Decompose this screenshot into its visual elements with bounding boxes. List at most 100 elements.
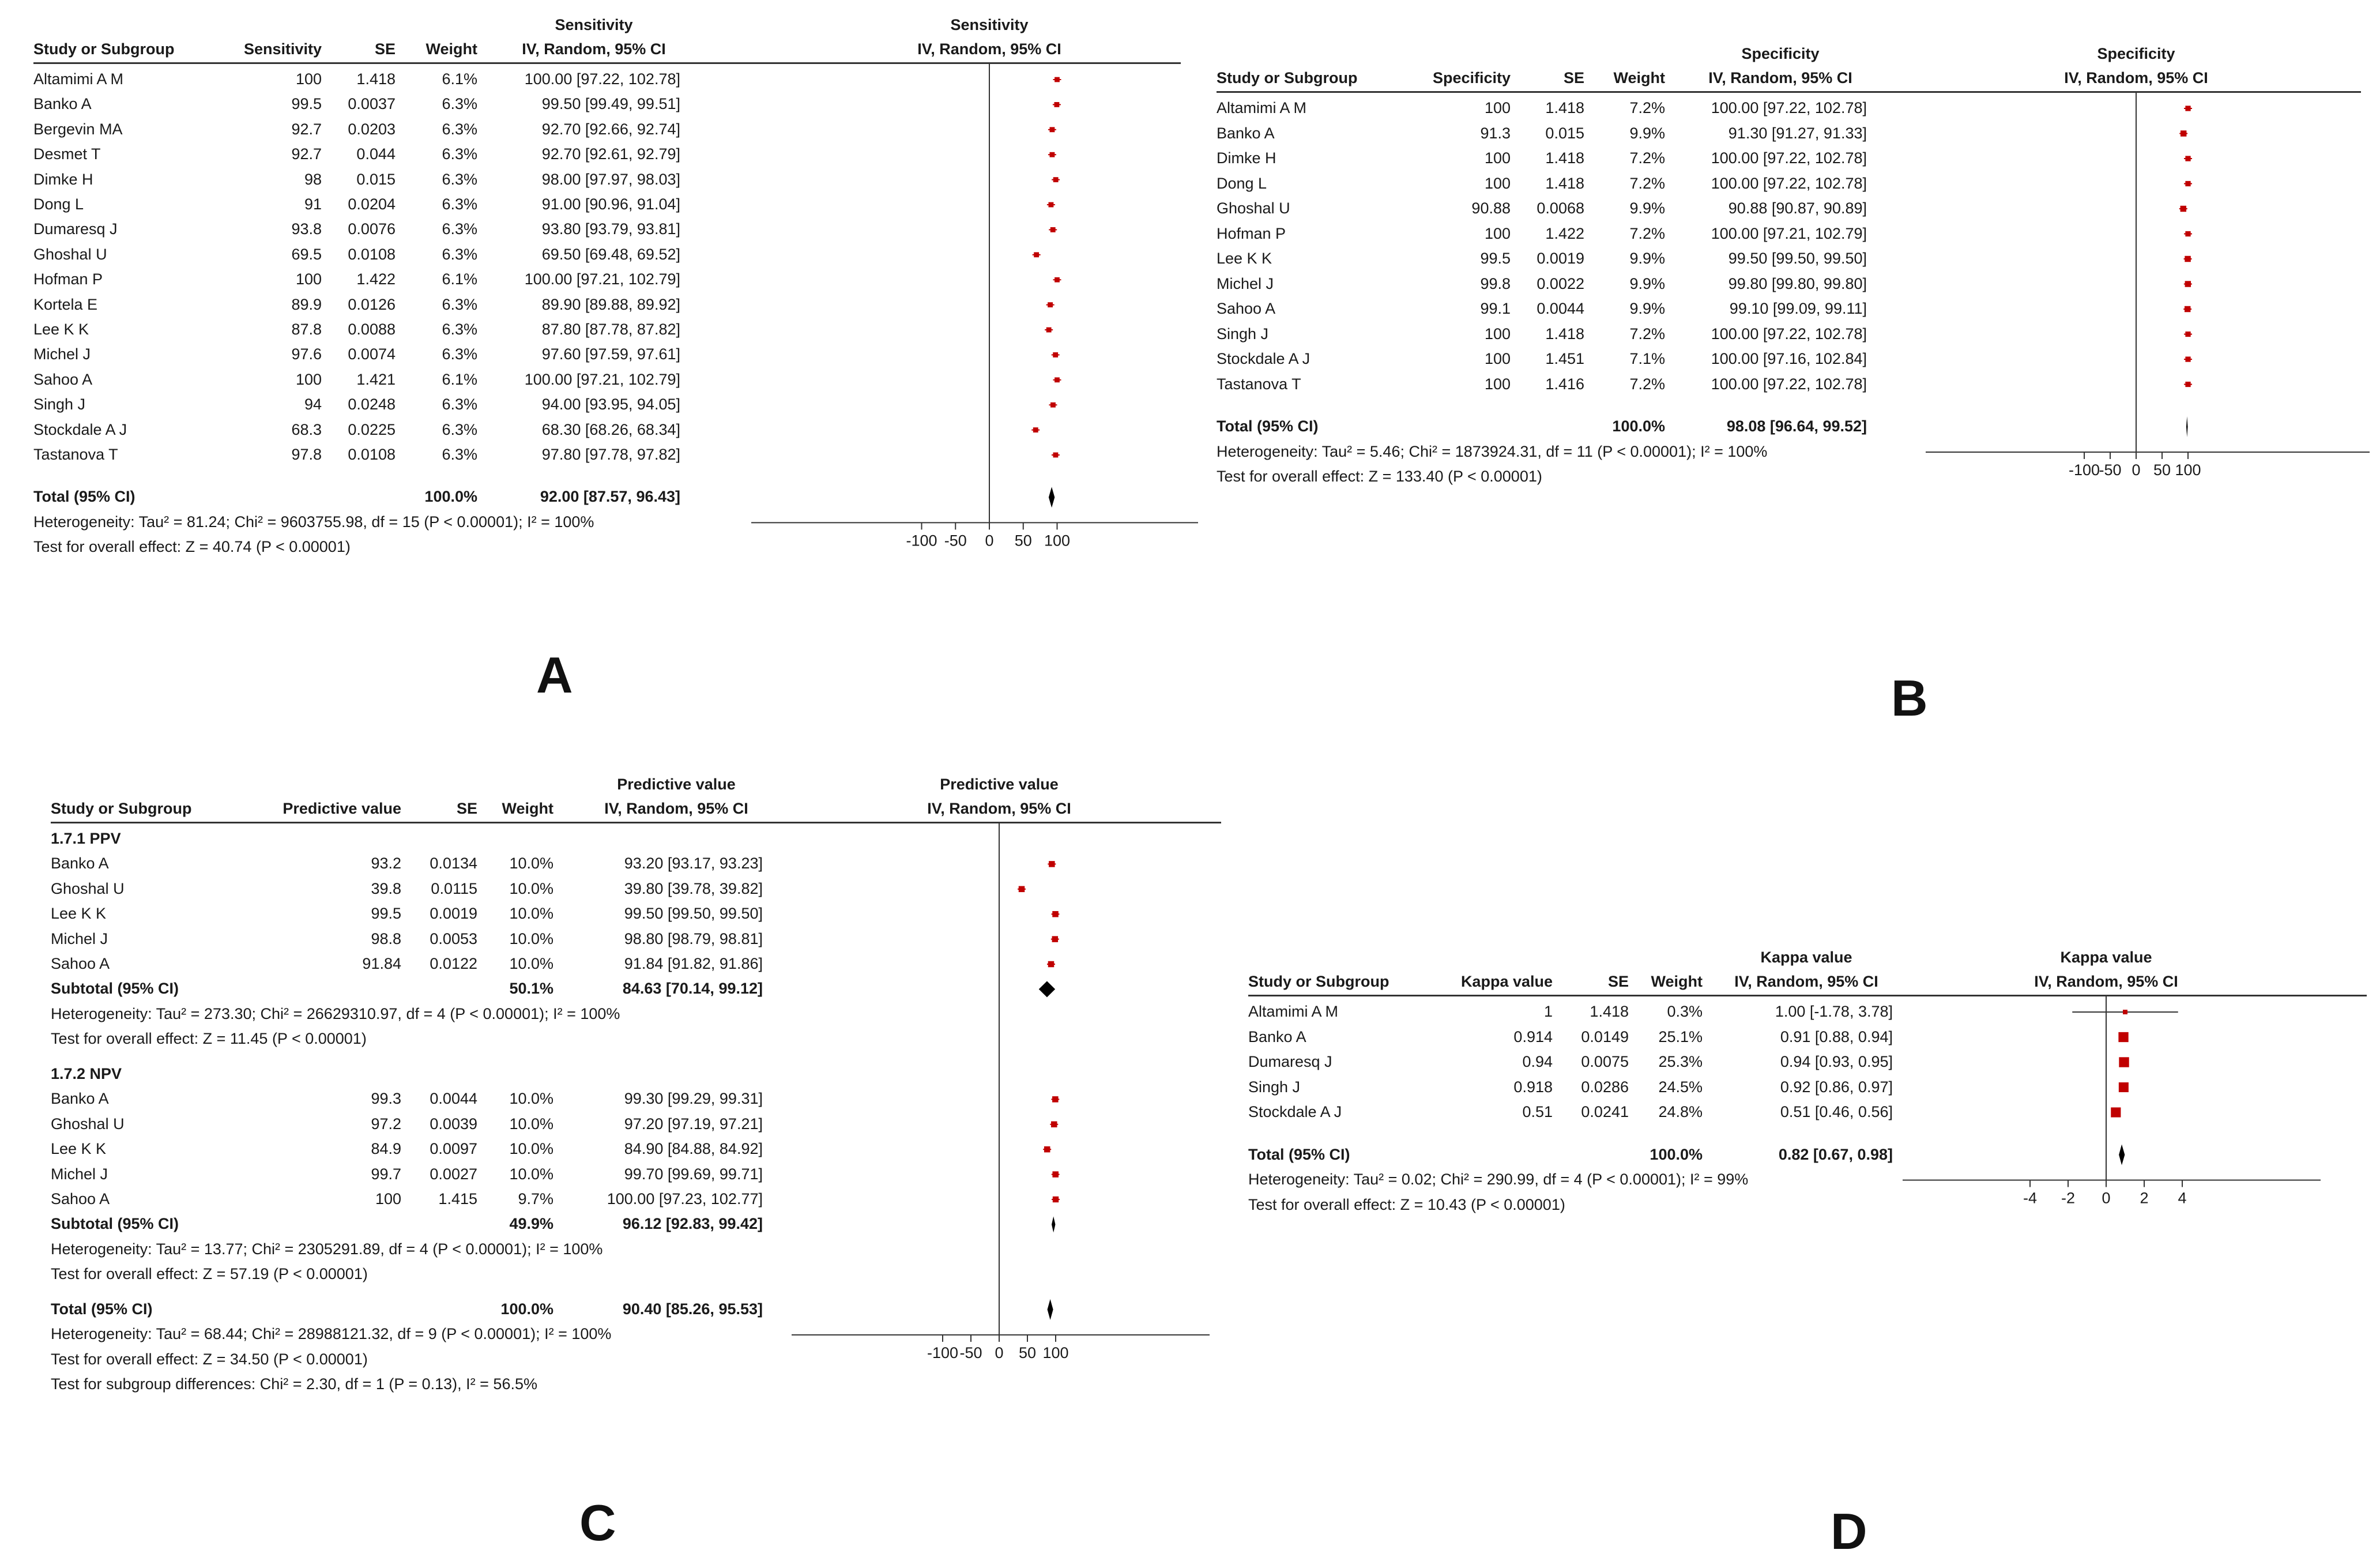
study-marker xyxy=(2185,331,2191,337)
row-weight: 7.2% xyxy=(1629,325,1665,343)
total-ci: 90.40 [85.26, 95.53] xyxy=(622,1300,763,1318)
plot-title: Kappa value xyxy=(2060,949,2152,966)
row-weight: 6.3% xyxy=(442,170,477,188)
row-study: Dimke H xyxy=(33,170,93,188)
row-se: 0.0122 xyxy=(430,955,477,972)
row-value: 84.9 xyxy=(371,1140,401,1158)
row-study: Stockdale A J xyxy=(33,420,127,438)
effect-title: Sensitivity xyxy=(555,16,633,33)
row-se: 0.0241 xyxy=(1581,1103,1629,1120)
row-weight: 6.3% xyxy=(442,145,477,163)
row-value: 100 xyxy=(295,270,322,288)
row-weight: 10.0% xyxy=(509,930,553,947)
plot-title: Sensitivity xyxy=(950,16,1029,33)
row-ci: 1.00 [-1.78, 3.78] xyxy=(1775,1003,1893,1020)
study-marker xyxy=(2185,356,2191,362)
row-weight: 6.3% xyxy=(442,120,477,138)
study-marker xyxy=(1052,1196,1059,1203)
row-se: 1.418 xyxy=(1545,149,1584,167)
x-tick-label: 2 xyxy=(2140,1190,2148,1207)
header-se: SE xyxy=(1607,973,1629,990)
row-se: 0.0044 xyxy=(430,1090,477,1108)
header-ci: IV, Random, 95% CI xyxy=(604,800,748,817)
study-marker xyxy=(1053,452,1059,458)
row-se: 1.421 xyxy=(356,370,396,388)
row-value: 99.5 xyxy=(291,95,322,113)
subgroup-footer-line: Heterogeneity: Tau² = 273.30; Chi² = 266… xyxy=(51,1005,620,1022)
row-weight: 9.9% xyxy=(1629,124,1665,142)
header-ci: IV, Random, 95% CI xyxy=(522,40,666,58)
x-tick-label: -2 xyxy=(2061,1190,2075,1207)
total-diamond xyxy=(1048,487,1055,508)
row-value: 93.2 xyxy=(371,855,401,872)
row-weight: 25.3% xyxy=(1658,1053,1703,1070)
row-study: Ghoshal U xyxy=(51,879,125,897)
subgroup-label: 1.7.2 NPV xyxy=(51,1065,122,1082)
x-tick-label: 0 xyxy=(2102,1190,2110,1207)
row-weight: 24.5% xyxy=(1658,1078,1703,1096)
row-weight: 7.2% xyxy=(1629,224,1665,242)
header-weight: Weight xyxy=(502,800,554,817)
row-value: 92.7 xyxy=(291,145,322,163)
header-study: Study or Subgroup xyxy=(33,40,175,58)
row-ci: 91.84 [91.82, 91.86] xyxy=(624,955,763,972)
study-marker xyxy=(1052,1096,1059,1103)
row-value: 97.6 xyxy=(291,345,322,363)
row-weight: 6.3% xyxy=(442,245,477,263)
row-se: 1.422 xyxy=(1545,224,1584,242)
row-se: 1.415 xyxy=(438,1190,477,1208)
row-ci: 0.51 [0.46, 0.56] xyxy=(1780,1103,1893,1120)
row-value: 1 xyxy=(1543,1003,1553,1020)
total-ci: 92.00 [87.57, 96.43] xyxy=(540,488,680,506)
row-weight: 6.3% xyxy=(442,295,477,313)
row-ci: 69.50 [69.48, 69.52] xyxy=(541,245,680,263)
study-marker xyxy=(2123,1010,2127,1014)
row-se: 0.0044 xyxy=(1537,300,1584,317)
row-ci: 93.20 [93.17, 93.23] xyxy=(624,855,763,872)
row-value: 91.3 xyxy=(1480,124,1511,142)
subgroup-label: 1.7.1 PPV xyxy=(51,830,121,847)
row-study: Sahoo A xyxy=(1217,300,1276,317)
row-study: Tastanova T xyxy=(33,446,118,463)
row-value: 100 xyxy=(295,70,322,88)
study-marker xyxy=(1052,1171,1059,1178)
study-marker xyxy=(1055,77,1060,82)
row-ci: 90.88 [90.87, 90.89] xyxy=(1728,200,1867,217)
row-ci: 84.90 [84.88, 84.92] xyxy=(624,1140,763,1158)
footer-line: Test for overall effect: Z = 10.43 (P < … xyxy=(1248,1195,1565,1213)
row-study: Altamimi A M xyxy=(33,70,124,88)
row-ci: 0.91 [0.88, 0.94] xyxy=(1780,1028,1893,1045)
row-ci: 100.00 [97.22, 102.78] xyxy=(1711,99,1867,116)
row-ci: 98.80 [98.79, 98.81] xyxy=(624,930,763,947)
row-study: Bergevin MA xyxy=(33,120,123,138)
total-label: Total (95% CI) xyxy=(51,1300,153,1318)
total-diamond xyxy=(2186,416,2188,437)
row-se: 1.422 xyxy=(356,270,396,288)
row-se: 1.418 xyxy=(1545,99,1584,116)
subtotal-ci: 84.63 [70.14, 99.12] xyxy=(622,980,763,998)
row-study: Dimke H xyxy=(1217,149,1276,167)
row-se: 0.0203 xyxy=(348,120,396,138)
study-marker xyxy=(2185,381,2191,388)
row-study: Ghoshal U xyxy=(33,245,107,263)
study-marker xyxy=(1044,1146,1050,1153)
row-weight: 10.0% xyxy=(509,879,553,897)
footer-line: Heterogeneity: Tau² = 81.24; Chi² = 9603… xyxy=(33,513,594,531)
row-weight: 9.9% xyxy=(1629,250,1665,267)
row-value: 100 xyxy=(1484,350,1511,367)
row-weight: 6.3% xyxy=(442,345,477,363)
row-study: Banko A xyxy=(51,855,109,872)
header-weight: Weight xyxy=(1613,69,1666,86)
x-tick-label: -50 xyxy=(2099,461,2121,479)
row-study: Kortela E xyxy=(33,295,98,313)
row-se: 0.0053 xyxy=(430,930,477,947)
total-ci: 98.08 [96.64, 99.52] xyxy=(1726,417,1867,435)
row-study: Dong L xyxy=(1217,174,1267,192)
row-study: Lee K K xyxy=(33,321,89,338)
row-ci: 100.00 [97.21, 102.79] xyxy=(1711,224,1867,242)
study-marker xyxy=(1034,252,1040,258)
row-study: Singh J xyxy=(1248,1078,1301,1096)
footer-line: Test for overall effect: Z = 133.40 (P <… xyxy=(1217,468,1542,485)
row-value: 100 xyxy=(1484,149,1511,167)
panel-letter: B xyxy=(1891,669,1928,727)
